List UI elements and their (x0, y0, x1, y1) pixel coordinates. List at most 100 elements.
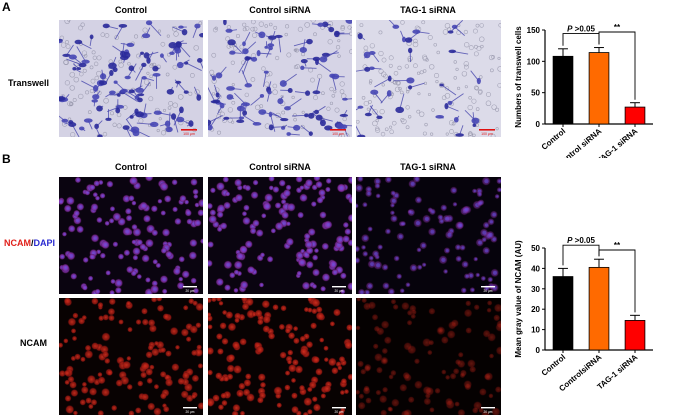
transwell-image-tag1-sirna: 100 μm (356, 20, 501, 137)
cell-process (441, 84, 457, 96)
dapi-nucleus (106, 222, 109, 225)
dapi-nucleus (496, 195, 499, 198)
y-tick-label: 20 (531, 305, 540, 314)
fluorescent-cell (454, 358, 462, 366)
dapi-nucleus (478, 193, 482, 196)
dapi-nucleus (135, 183, 140, 188)
stained-cell (387, 75, 392, 82)
membrane-pore (442, 29, 449, 35)
membrane-pore (388, 63, 393, 68)
dapi-nucleus (245, 206, 249, 210)
stained-cell (141, 76, 147, 80)
stained-cell (300, 65, 305, 70)
dapi-nucleus (101, 254, 105, 258)
fluorescent-cell (86, 374, 97, 385)
fluorescent-cell (128, 410, 135, 415)
stained-cell (263, 70, 269, 74)
dapi-nucleus (310, 230, 314, 234)
membrane-pore (472, 28, 478, 34)
dapi-nucleus (344, 237, 349, 241)
fluorescent-cell (315, 367, 324, 376)
stained-cell (244, 56, 250, 61)
dapi-nucleus (368, 284, 372, 288)
membrane-pore (379, 109, 385, 115)
dapi-nucleus (154, 260, 157, 264)
dapi-nucleus (369, 227, 372, 231)
y-tick-label: 50 (531, 89, 540, 98)
dapi-nucleus (246, 186, 250, 190)
fluorescent-cell (358, 393, 365, 400)
dapi-nucleus (308, 248, 312, 253)
fluorescent-cell (180, 328, 190, 337)
membrane-pore (384, 127, 389, 132)
dapi-nucleus (236, 262, 241, 268)
membrane-pore (82, 68, 87, 73)
membrane-pore (448, 120, 455, 126)
dapi-nucleus (367, 191, 371, 196)
transwell-image-control-sirna: 100 μm (208, 20, 352, 137)
membrane-pore (286, 52, 292, 58)
membrane-pore (449, 129, 454, 134)
fluorescent-cell (478, 387, 487, 396)
fluorescent-cell (303, 396, 313, 407)
fluorescent-cell (191, 374, 200, 383)
membrane-pore (468, 131, 473, 136)
membrane-pore (102, 131, 108, 137)
cell-process (66, 44, 74, 56)
fluorescent-cell (208, 369, 214, 376)
stained-cell (268, 124, 274, 131)
fluorescent-cell (272, 303, 279, 311)
cell-process (287, 98, 302, 109)
cell-process (185, 62, 202, 71)
stained-cell (227, 39, 236, 46)
fluorescent-cell (267, 332, 276, 340)
dapi-nucleus (375, 179, 380, 184)
dapi-nucleus (153, 281, 157, 285)
dapi-nucleus (349, 241, 352, 245)
stained-cell (226, 86, 235, 91)
fluorescent-cell (254, 309, 263, 318)
dapi-nucleus (274, 187, 278, 192)
cell-process (114, 25, 124, 40)
micrograph: 20 μm (356, 177, 501, 294)
membrane-pore (142, 27, 148, 33)
dapi-nucleus (138, 275, 141, 278)
membrane-pore (474, 86, 480, 91)
fluorescent-cell (483, 373, 492, 381)
dapi-nucleus (452, 188, 456, 193)
fluorescent-cell (208, 298, 213, 304)
scale-bar-label: 20 μm (186, 289, 195, 293)
stained-cell (279, 80, 287, 87)
fluorescent-cell (221, 309, 228, 316)
dapi-nucleus (374, 251, 378, 256)
fluorescent-cell (262, 325, 271, 334)
dapi-nucleus (92, 205, 97, 209)
fluorescent-cell (454, 401, 460, 407)
stained-cell (229, 50, 236, 55)
dapi-nucleus (72, 274, 76, 278)
stained-cell (96, 105, 103, 112)
dapi-nucleus (179, 283, 183, 288)
dapi-nucleus (498, 179, 501, 183)
membrane-pore (63, 59, 69, 65)
dapi-nucleus (153, 231, 157, 235)
membrane-pore (291, 95, 295, 99)
dapi-nucleus (224, 177, 228, 182)
fluorescent-cell (102, 350, 110, 359)
stained-cell (59, 40, 63, 44)
membrane-pore (389, 125, 393, 129)
membrane-pore (285, 24, 290, 29)
membrane-pore (435, 80, 439, 84)
y-tick-label: 50 (531, 244, 540, 253)
membrane-pore (138, 118, 144, 124)
membrane-pore (127, 62, 131, 66)
membrane-pore (65, 44, 71, 49)
dapi-nucleus (265, 204, 270, 209)
bar (588, 52, 610, 125)
fluorescent-cell (199, 238, 203, 245)
dapi-nucleus (308, 262, 312, 267)
membrane-pore (230, 60, 235, 65)
membrane-pore (258, 21, 264, 27)
dapi-nucleus (392, 216, 397, 221)
stained-cell (280, 117, 289, 122)
